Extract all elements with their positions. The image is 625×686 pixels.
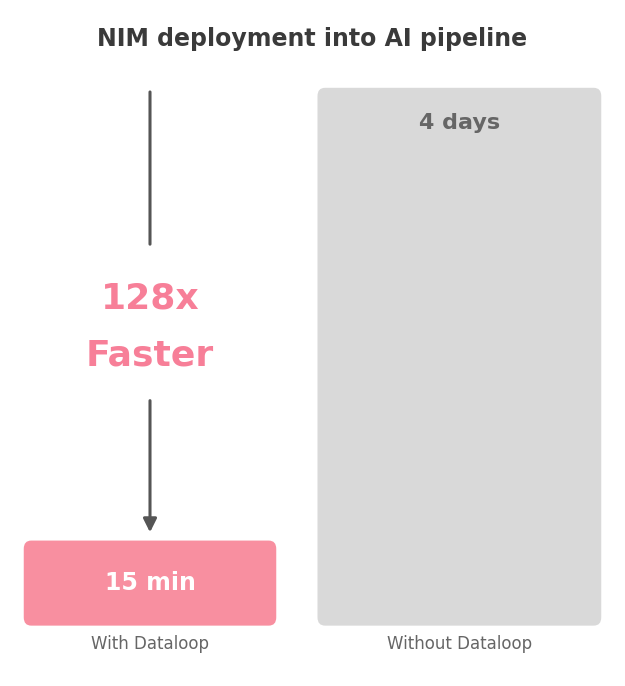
FancyBboxPatch shape [318,88,601,626]
Text: NIM deployment into AI pipeline: NIM deployment into AI pipeline [98,27,528,51]
Text: Without Dataloop: Without Dataloop [387,635,532,652]
Text: 15 min: 15 min [104,571,196,595]
FancyBboxPatch shape [24,541,276,626]
Text: Faster: Faster [86,338,214,372]
Text: With Dataloop: With Dataloop [91,635,209,652]
Text: 128x: 128x [101,281,199,316]
Text: 4 days: 4 days [419,113,500,133]
